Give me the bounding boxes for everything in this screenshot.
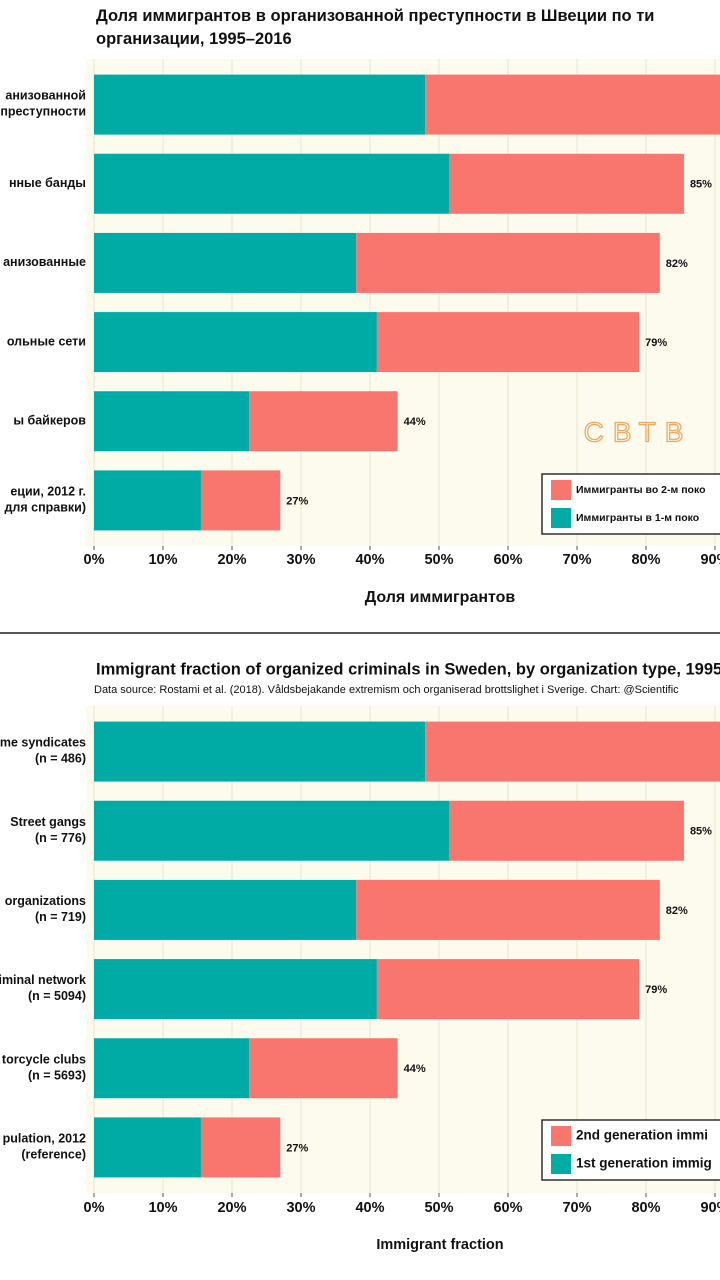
bar-segment: [94, 153, 450, 214]
bar-label: 79%: [645, 337, 667, 349]
legend-label: 2nd generation immi: [576, 1128, 708, 1143]
category-label: pulation, 2012 (reference): [3, 1132, 86, 1162]
chart-subtitle: Data source: Rostami et al. (2018). Våld…: [94, 684, 679, 696]
legend-swatch: [551, 480, 571, 500]
x-tick-label: 60%: [493, 1200, 522, 1216]
category-label: ольные сети: [7, 334, 86, 348]
category-label: iminal network (n = 5094): [0, 973, 86, 1003]
bar-label: 79%: [645, 984, 667, 996]
chart-title: Immigrant fraction of organized criminal…: [96, 660, 720, 678]
legend-swatch: [551, 508, 571, 528]
bar-segment: [376, 959, 640, 1020]
legend-box: [541, 473, 720, 535]
category-label: нные банды: [9, 176, 86, 190]
bar-segment: [94, 879, 357, 940]
chart-title: Доля иммигрантов в организованной престу…: [96, 7, 654, 48]
x-tick-label: 60%: [493, 552, 522, 568]
x-tick-label: 10%: [148, 552, 177, 568]
bar-label: 85%: [690, 826, 712, 838]
bar-segment: [94, 391, 250, 452]
category-label: me syndicates (n = 486): [0, 736, 86, 766]
x-tick-label: 0%: [84, 1200, 105, 1216]
bar-segment: [356, 232, 660, 293]
x-tick-label: 80%: [631, 1200, 660, 1216]
bar-segment: [94, 232, 357, 293]
bar-segment: [94, 721, 426, 782]
bar-segment: [376, 312, 640, 373]
x-axis-label: Immigrant fraction: [376, 1237, 503, 1253]
category-label: еции, 2012 г. для справки): [4, 485, 86, 515]
bar-segment: [200, 470, 281, 531]
bar-label: 44%: [404, 1063, 426, 1075]
legend-label: Иммигранты во 2-м поко: [576, 484, 706, 496]
x-tick-label: 80%: [631, 552, 660, 568]
bar-segment: [94, 74, 426, 135]
x-tick-label: 70%: [562, 552, 591, 568]
bar-segment: [425, 721, 720, 782]
bar-segment: [449, 800, 684, 861]
bar-segment: [356, 879, 660, 940]
bar-segment: [94, 800, 450, 861]
bar-segment: [94, 1038, 250, 1099]
x-tick-label: 40%: [355, 1200, 384, 1216]
watermark: СВТВ: [584, 416, 693, 447]
legend-label: 1st generation immig: [576, 1156, 712, 1171]
bar-segment: [249, 391, 398, 452]
bar-segment: [200, 1117, 281, 1178]
category-label: organizations (n = 719): [5, 894, 86, 924]
bar-segment: [94, 1117, 201, 1178]
bar-segment: [249, 1038, 398, 1099]
x-tick-label: 20%: [217, 1200, 246, 1216]
x-tick-label: 50%: [424, 552, 453, 568]
bar-segment: [94, 959, 377, 1020]
x-tick-label: 70%: [562, 1200, 591, 1216]
x-tick-label: 30%: [286, 1200, 315, 1216]
category-label: анизованной преступности: [0, 89, 86, 119]
legend-box: [541, 1119, 720, 1181]
bar-label: 27%: [286, 495, 308, 507]
bar-segment: [449, 153, 684, 214]
x-tick-label: 10%: [148, 1200, 177, 1216]
category-label: анизованные: [3, 255, 86, 269]
x-tick-label: 90%: [700, 1200, 720, 1216]
category-label: ы байкеров: [13, 414, 86, 428]
x-tick-label: 90%: [700, 552, 720, 568]
legend-swatch: [551, 1154, 571, 1174]
bar-label: 82%: [666, 905, 688, 917]
x-tick-label: 30%: [286, 552, 315, 568]
bar-label: 82%: [666, 258, 688, 270]
legend-label: Иммигранты в 1-м поко: [576, 512, 699, 524]
bar-segment: [94, 312, 377, 373]
legend-swatch: [551, 1126, 571, 1146]
x-axis-label: Доля иммигрантов: [365, 589, 516, 606]
plot-background: [86, 706, 720, 1193]
bar-label: 85%: [690, 179, 712, 191]
plot-background: [86, 59, 720, 546]
bar-segment: [94, 470, 201, 531]
bar-label: 27%: [286, 1142, 308, 1154]
x-tick-label: 0%: [84, 552, 105, 568]
category-label: torcycle clubs (n = 5693): [2, 1053, 86, 1083]
x-tick-label: 40%: [355, 552, 384, 568]
x-tick-label: 20%: [217, 552, 246, 568]
x-tick-label: 50%: [424, 1200, 453, 1216]
bar-label: 44%: [404, 416, 426, 428]
bar-segment: [425, 74, 720, 135]
category-label: Street gangs (n = 776): [10, 815, 86, 845]
